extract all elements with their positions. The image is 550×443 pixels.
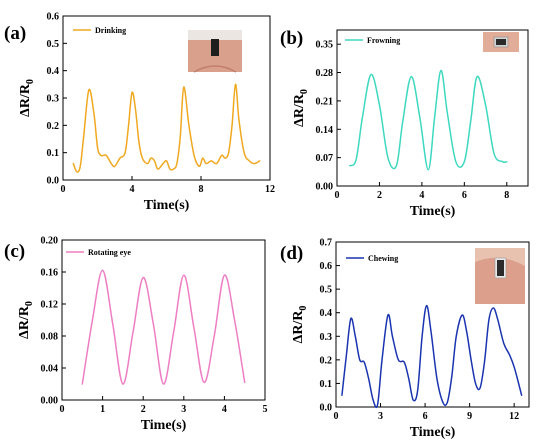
x-axis-label: Time(s) [144,198,190,213]
y-tick-label: 0.07 [316,153,334,164]
panel-letter: (b) [280,28,303,49]
y-tick-label: 0.4 [47,66,60,77]
y-tick-label: 0.4 [320,308,333,319]
x-tick-label: 3 [378,411,383,422]
y-tick-label: 0.3 [320,332,333,343]
x-tick-label: 0 [61,184,66,195]
y-tick-label: 0.7 [320,238,333,249]
x-tick-label: 4 [130,184,135,195]
plot-frame [336,29,529,187]
x-tick-label: 0 [60,404,65,415]
y-tick-label: 0.0 [47,176,60,187]
x-axis-label: Time(s) [410,425,456,440]
y-tick-label: 0.2 [320,355,333,366]
y-axis-label: ΔR/R0 [292,89,310,127]
x-tick-label: 1 [100,404,105,415]
chart-panel-c: (c) 0 1 2 3 4 5 0.00 0.04 0.08 0.12 0.16 0.20 Time(s)… [4,236,268,434]
y-tick-label: 0.00 [41,396,59,407]
x-tick-label: 9 [467,411,472,422]
x-tick-label: 4 [419,190,424,201]
y-tick-label: 0.00 [316,182,334,193]
chart-panel-a: (a) 0 4 8 12 0.0 0.1 0.2 0.3 0.4 0.5 0.6 Time(s) ΔR/R… [4,12,275,214]
y-tick-label: 0.20 [41,236,59,247]
photo-sensor [497,260,504,276]
x-tick-label: 5 [263,404,268,415]
chart-panel-b: (b) 0 2 4 6 8 0.00 0.07 0.14 0.21 0.28 0.35 Time(s) Δ… [280,28,529,219]
plot-frame [61,239,266,401]
y-axis-label: ΔR/R0 [291,306,309,344]
x-tick-label: 4 [222,404,227,415]
panel-letter: (d) [280,243,303,264]
series-line-chewing [341,304,523,409]
photo-collar [193,65,237,73]
y-tick-label: 0.28 [316,68,334,79]
y-tick-label: 0.1 [320,379,333,390]
y-tick-label: 0.1 [47,148,60,159]
photo-inset [188,30,242,73]
x-tick-label: 12 [265,184,275,195]
y-axis-label: ΔR/R0 [18,79,36,117]
y-tick-label: 0.3 [47,94,60,105]
x-tick-label: 2 [377,190,382,201]
series-line-frowning [348,69,508,171]
x-tick-label: 3 [181,404,186,415]
photo-background [188,30,242,40]
panel-letter: (c) [4,241,25,262]
plot-frame [335,241,530,408]
legend-label: Drinking [95,26,126,35]
y-tick-label: 0.12 [41,300,59,311]
photo-sensor [496,39,506,45]
x-tick-label: 6 [462,190,467,201]
legend-label: Frowning [367,36,400,45]
y-tick-label: 0.0 [320,403,333,414]
legend-label: Chewing [368,254,398,263]
y-tick-label: 0.14 [316,125,334,136]
x-tick-label: 0 [335,190,340,201]
y-tick-label: 0.04 [41,364,59,375]
x-axis-label: Time(s) [141,418,187,433]
x-axis-label: Time(s) [410,204,456,219]
y-tick-label: 0.16 [41,268,59,279]
legend-label: Rotating eye [88,248,131,257]
photo-inset [475,248,525,304]
y-tick-label: 0.35 [316,40,334,51]
y-tick-label: 0.21 [316,96,334,107]
x-tick-label: 8 [199,184,204,195]
series-line-rotating-eye [81,269,246,385]
photo-skin [475,257,525,304]
y-tick-label: 0.5 [320,285,333,296]
x-tick-label: 12 [509,411,519,422]
photo-inset [483,32,519,52]
x-tick-label: 2 [141,404,146,415]
x-tick-label: 0 [334,411,339,422]
y-tick-label: 0.5 [47,39,60,50]
x-tick-label: 6 [423,411,428,422]
y-tick-label: 0.08 [41,332,59,343]
y-tick-label: 0.2 [47,121,60,132]
photo-sensor [211,39,219,56]
y-axis-label: ΔR/R0 [17,301,35,339]
series-line-drinking [72,83,261,173]
x-tick-label: 8 [504,190,509,201]
y-tick-label: 0.6 [47,12,60,23]
y-tick-label: 0.6 [320,261,333,272]
chart-panel-d: (d) 0 3 6 9 12 0.0 0.1 0.2 0.3 0.4 0.5 0.6 0.7 Time(s)… [280,238,530,440]
panel-letter: (a) [4,23,26,44]
